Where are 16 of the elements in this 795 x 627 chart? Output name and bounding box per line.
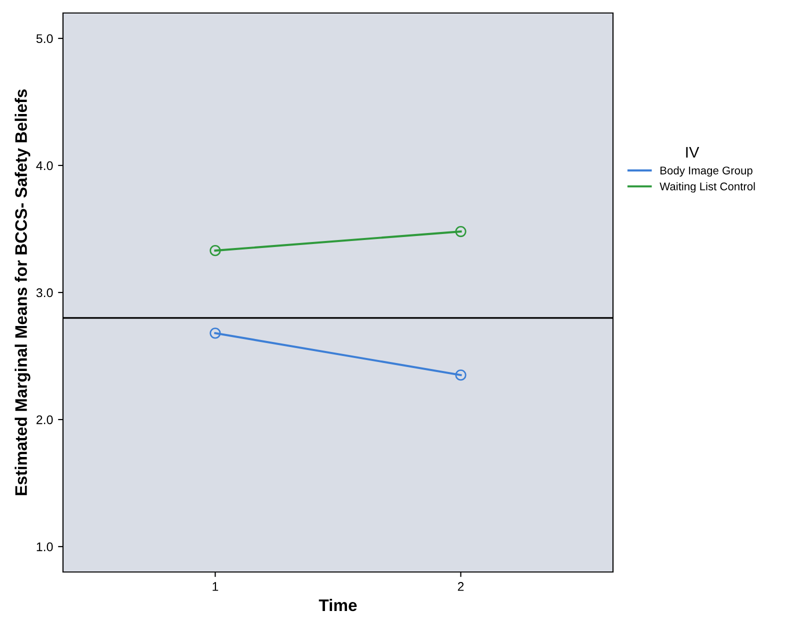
y-tick-label: 3.0 (36, 288, 53, 298)
y-tick-label: 1.0 (36, 542, 53, 552)
y-tick-label: 4.0 (36, 161, 53, 170)
point (210, 328, 221, 339)
y-tick-label: 5.0 (36, 34, 53, 44)
point (455, 370, 466, 381)
legend-label: Body Image Group (660, 166, 752, 177)
x-axis-title: Time (318, 598, 357, 612)
x-tick-label: 1 (212, 582, 218, 591)
point (210, 245, 221, 256)
y-tick-label: 2.0 (36, 415, 53, 424)
y-axis-title: Estimated Marginal Means for BCCS- Safety Beliefs (14, 89, 30, 496)
legend-label: Waiting List Control (660, 182, 755, 193)
x-tick-label: 2 (458, 582, 464, 591)
point (455, 226, 466, 238)
legend-title: IV (686, 147, 700, 158)
